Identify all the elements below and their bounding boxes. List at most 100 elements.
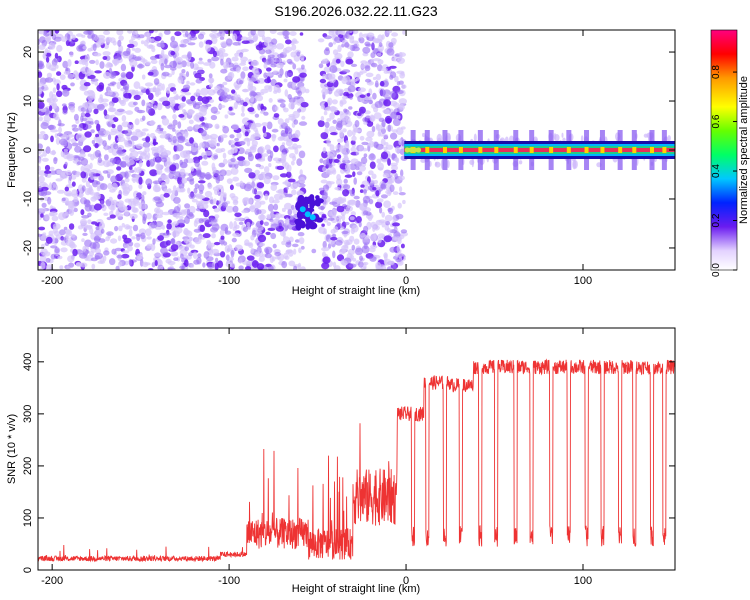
snr-xlabel: Height of straight line (km): [292, 583, 420, 595]
noise-dot: [70, 174, 77, 180]
noise-dot: [205, 43, 211, 52]
noise-dot: [238, 265, 244, 270]
noise-dot: [337, 44, 342, 53]
noise-dot: [161, 117, 170, 126]
noise-dot: [366, 92, 371, 97]
noise-dot: [163, 30, 171, 35]
noise-dot: [277, 188, 285, 195]
noise-dot: [318, 226, 326, 234]
noise-dot: [390, 176, 395, 183]
noise-dot: [234, 163, 239, 169]
noise-dot: [394, 252, 404, 258]
noise-dot: [65, 142, 73, 151]
noise-dot: [57, 255, 63, 260]
noise-dot: [341, 121, 346, 126]
noise-dot: [335, 239, 343, 246]
noise-dot: [96, 103, 105, 111]
snr-xtick-label: -100: [218, 575, 240, 587]
noise-dot: [198, 41, 204, 48]
noise-dot: [115, 265, 120, 270]
noise-dot: [343, 34, 348, 38]
noise-dot: [98, 82, 105, 90]
noise-dot: [110, 175, 118, 183]
noise-dot: [329, 201, 338, 205]
noise-dot: [234, 244, 243, 252]
noise-dot: [389, 246, 397, 253]
noise-dot: [332, 41, 337, 45]
noise-dot: [133, 56, 142, 61]
noise-dot: [179, 209, 187, 216]
noise-dot: [271, 133, 276, 142]
noise-dot: [373, 141, 379, 149]
noise-dot: [167, 124, 176, 130]
noise-dot: [164, 58, 168, 66]
noise-dot: [128, 166, 133, 170]
noise-dot: [163, 188, 168, 194]
noise-dot: [129, 124, 135, 129]
noise-dot: [94, 149, 101, 158]
noise-dot: [204, 190, 213, 198]
noise-dot: [201, 96, 210, 104]
noise-dot: [103, 109, 108, 116]
noise-dot: [396, 244, 400, 253]
noise-dot: [45, 146, 51, 154]
noise-dot: [389, 71, 397, 79]
noise-dot: [122, 234, 128, 240]
noise-dot: [322, 73, 327, 80]
noise-dot: [335, 88, 344, 94]
band-spread-dot: [561, 132, 564, 138]
noise-dot: [297, 232, 305, 237]
noise-dot: [293, 96, 301, 100]
noise-dot: [373, 112, 382, 120]
noise-dot: [91, 263, 96, 270]
noise-dot: [81, 34, 86, 38]
noise-dot: [377, 162, 384, 171]
noise-dot: [161, 157, 168, 163]
noise-dot: [358, 106, 366, 114]
band-spread-dot: [580, 135, 584, 143]
spectrogram-ytick-label: 10: [22, 95, 34, 107]
noise-dot: [318, 187, 325, 191]
noise-dot: [232, 205, 239, 213]
noise-dot: [55, 137, 61, 145]
noise-dot: [267, 155, 273, 162]
noise-dot: [132, 30, 139, 36]
noise-dot: [43, 30, 48, 35]
noise-dot: [195, 78, 203, 84]
noise-dot: [164, 175, 169, 179]
noise-dot: [158, 97, 166, 102]
noise-dot: [341, 230, 349, 235]
noise-dot: [398, 138, 402, 146]
noise-dot: [284, 219, 290, 224]
noise-dot: [152, 86, 157, 92]
noise-dot: [173, 95, 180, 100]
signal-blob-core: [309, 214, 316, 221]
noise-dot: [90, 78, 99, 82]
noise-dot: [323, 110, 328, 116]
noise-dot: [141, 115, 146, 121]
noise-dot: [365, 72, 374, 78]
noise-dot: [392, 215, 397, 223]
noise-dot: [94, 252, 104, 260]
noise-dot: [72, 127, 79, 132]
noise-dot: [202, 233, 211, 239]
noise-dot: [54, 30, 60, 34]
noise-dot: [290, 40, 295, 46]
noise-dot: [121, 121, 130, 128]
noise-dot: [287, 208, 293, 216]
noise-dot: [190, 95, 196, 102]
noise-dot: [161, 83, 165, 91]
noise-dot: [39, 255, 47, 263]
noise-dot: [70, 205, 76, 209]
noise-dot: [222, 201, 228, 208]
noise-dot: [116, 30, 124, 36]
noise-dot: [276, 165, 285, 170]
noise-dot: [319, 78, 327, 84]
noise-dot: [68, 223, 75, 230]
noise-dot: [194, 183, 200, 189]
noise-dot: [285, 186, 289, 190]
noise-dot: [300, 101, 309, 108]
noise-dot: [233, 101, 238, 110]
noise-dot: [391, 153, 396, 160]
noise-dot: [372, 187, 377, 191]
